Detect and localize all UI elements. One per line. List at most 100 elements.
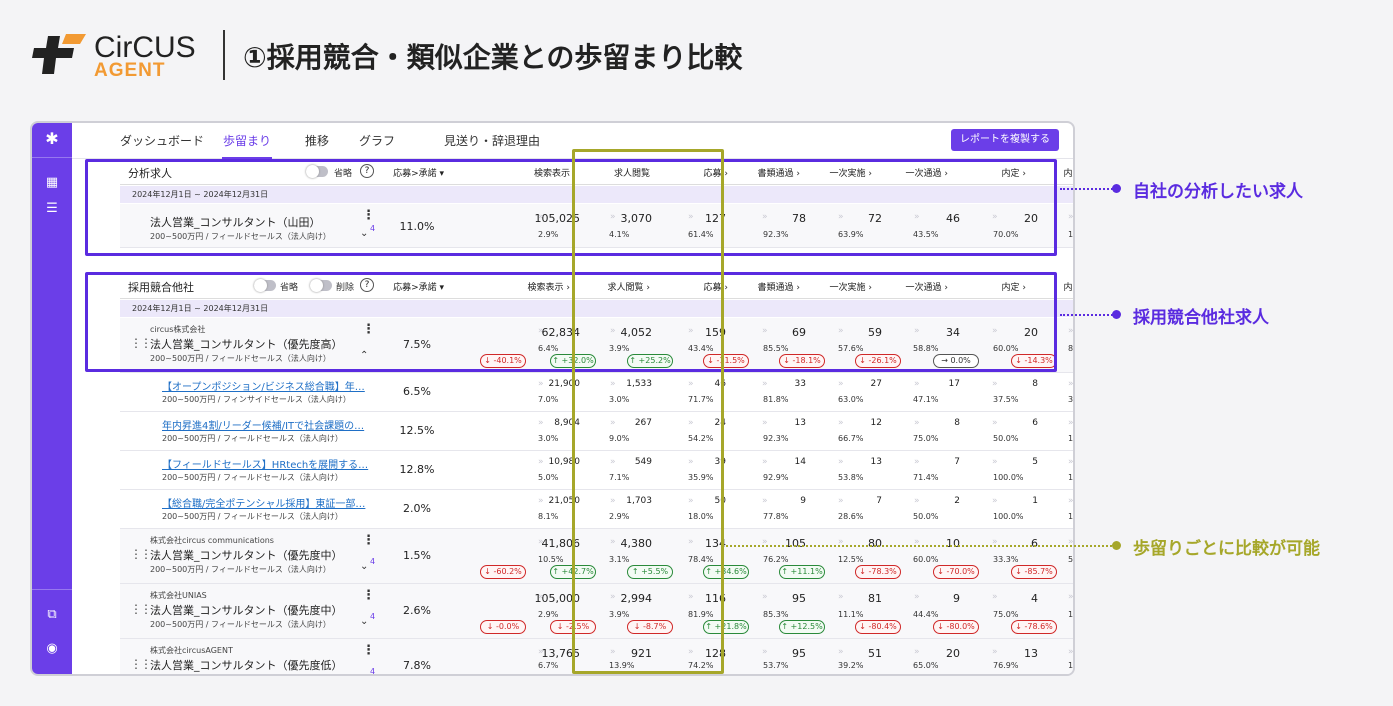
child-job-link[interactable]: 【オープンポジション/ビジネス総合職】年… <box>162 382 365 393</box>
more-menu-icon[interactable]: ⋮ <box>362 208 375 223</box>
conversion-rate: 50. <box>1068 555 1074 564</box>
callout-dot <box>1112 541 1121 550</box>
column-header[interactable]: 求人閲覧 <box>584 166 650 179</box>
column-header[interactable]: 求人閲覧 › <box>584 280 650 293</box>
more-menu-icon[interactable]: ⋮ <box>362 643 375 658</box>
job-subtitle: 200~500万円 / フィールドセールス（法人向け） <box>150 565 331 574</box>
drag-handle-icon[interactable]: ⋮⋮ <box>130 602 152 616</box>
job-count: 4 <box>370 224 376 233</box>
brand-logo: CirCUS AGENT <box>30 30 220 81</box>
metric-value: 1,703 <box>626 496 652 506</box>
accept-rate: 7.8% <box>403 659 431 672</box>
column-header[interactable]: 応募>承諾 ▾ <box>384 166 444 179</box>
column-header[interactable]: 内定 › <box>960 166 1026 179</box>
external-link-icon[interactable]: ⧉ <box>47 607 57 622</box>
chevron-right-icon: › <box>941 169 948 179</box>
double-chevron-icon: » <box>610 647 615 657</box>
tab-2[interactable]: 推移 <box>304 134 329 148</box>
child-job-link[interactable]: 【フィールドセールス】HRtechを展開する… <box>162 460 369 471</box>
change-badge: ↓ -40.1% <box>480 354 526 368</box>
double-chevron-icon: » <box>914 379 919 389</box>
list-icon[interactable]: ☰ <box>46 201 58 216</box>
column-header[interactable]: 一次実施 › <box>806 280 872 293</box>
chevron-right-icon: › <box>793 169 800 179</box>
drag-handle-icon[interactable]: ⋮⋮ <box>130 547 152 561</box>
child-job-row: 【総合職/完全ポテンシャル採用】東証一部… 200~500万円 / フィールドセー… <box>120 490 1073 529</box>
expand-chevron-icon[interactable]: ⌄ <box>360 616 369 627</box>
drag-handle-icon[interactable]: ⋮⋮ <box>130 657 152 671</box>
double-chevron-icon: » <box>992 379 997 389</box>
column-header[interactable]: 内定承諾 › <box>1040 280 1073 293</box>
column-header[interactable]: 検索表示 <box>504 166 570 179</box>
column-header[interactable]: 検索表示 › <box>504 280 570 293</box>
dashboard-icon[interactable]: ▦ <box>45 175 59 190</box>
conversion-rate: 63.9% <box>838 230 864 239</box>
column-header[interactable]: 応募>承諾 ▾ <box>384 280 444 293</box>
more-menu-icon[interactable]: ⋮ <box>362 322 375 337</box>
delete-toggle[interactable] <box>310 279 332 292</box>
column-header[interactable]: 一次通過 › <box>882 280 948 293</box>
double-chevron-icon: » <box>762 418 767 428</box>
expand-chevron-icon[interactable]: ⌃ <box>360 350 369 361</box>
tab-3[interactable]: グラフ <box>358 134 395 148</box>
account-icon[interactable]: ◉ <box>46 641 58 656</box>
callout-compare: 歩留りごとに比較が可能 <box>1133 539 1320 559</box>
copy-report-button[interactable]: レポートを複製する <box>951 129 1059 151</box>
double-chevron-icon: » <box>992 212 997 222</box>
tab-4[interactable]: 見送り・辞退理由 <box>443 134 540 148</box>
column-header[interactable]: 一次実施 › <box>806 166 872 179</box>
column-header[interactable]: 内定 › <box>960 280 1026 293</box>
double-chevron-icon: » <box>538 418 543 428</box>
help-icon[interactable]: ? <box>360 278 374 292</box>
job-count: 4 <box>370 557 376 566</box>
column-header-label: 応募>承諾 <box>393 169 437 179</box>
expand-chevron-icon[interactable]: ⌄ <box>360 228 369 239</box>
column-header[interactable]: 書類通過 › <box>734 280 800 293</box>
logo-icon[interactable]: ✱ <box>45 129 59 148</box>
change-badge: ↑ +25.2% <box>627 354 673 368</box>
sort-icon[interactable]: ▾ <box>436 169 444 179</box>
conversion-rate: 60.0% <box>913 555 939 564</box>
metric-value: 921 <box>631 647 652 660</box>
double-chevron-icon: » <box>688 457 693 467</box>
column-header-label: 一次実施 <box>829 169 866 179</box>
column-header[interactable]: 一次通過 › <box>882 166 948 179</box>
double-chevron-icon: » <box>538 457 543 467</box>
double-chevron-icon: » <box>1068 647 1073 657</box>
child-job-link[interactable]: 年内昇進4割/リーダー候補/ITで社会課題の… <box>162 421 365 432</box>
child-job-link[interactable]: 【総合職/完全ポテンシャル採用】東証一部… <box>162 499 366 510</box>
double-chevron-icon: » <box>762 647 767 657</box>
column-header[interactable]: 書類通過 › <box>734 166 800 179</box>
column-header[interactable]: 内定承諾 › <box>1040 166 1073 179</box>
accept-rate: 12.5% <box>399 424 435 437</box>
conversion-rate: 100 <box>1068 610 1074 619</box>
column-header-label: 書類通過 <box>757 283 794 293</box>
column-header-label: 一次通過 <box>905 169 942 179</box>
chevron-right-icon: › <box>1019 169 1026 179</box>
double-chevron-icon: » <box>1068 496 1073 506</box>
callout-line <box>726 545 1116 547</box>
column-header[interactable]: 応募 › <box>662 166 728 179</box>
expand-chevron-icon[interactable]: ⌄ <box>360 671 368 674</box>
circus-logo-mark-icon <box>32 34 86 74</box>
double-chevron-icon: » <box>688 496 693 506</box>
metric-value: 59 <box>868 326 882 339</box>
expand-chevron-icon[interactable]: ⌄ <box>360 561 369 572</box>
omit-toggle[interactable] <box>306 165 328 178</box>
help-icon[interactable]: ? <box>360 164 374 178</box>
double-chevron-icon: » <box>1068 212 1073 222</box>
double-chevron-icon: » <box>838 457 843 467</box>
sort-icon[interactable]: ▾ <box>436 283 444 293</box>
column-header[interactable]: 応募 › <box>662 280 728 293</box>
drag-handle-icon[interactable]: ⋮⋮ <box>130 336 152 350</box>
conversion-rate: 53.7% <box>763 661 789 670</box>
accept-rate: 2.0% <box>403 502 431 515</box>
double-chevron-icon: » <box>838 537 843 547</box>
conversion-rate: 71.4% <box>913 473 939 482</box>
tab-1[interactable]: 歩留まり <box>222 123 272 159</box>
metric-value: 2,994 <box>620 592 653 605</box>
more-menu-icon[interactable]: ⋮ <box>362 588 375 603</box>
more-menu-icon[interactable]: ⋮ <box>362 533 375 548</box>
omit-toggle[interactable] <box>254 279 276 292</box>
tab-0[interactable]: ダッシュボード <box>119 134 204 148</box>
